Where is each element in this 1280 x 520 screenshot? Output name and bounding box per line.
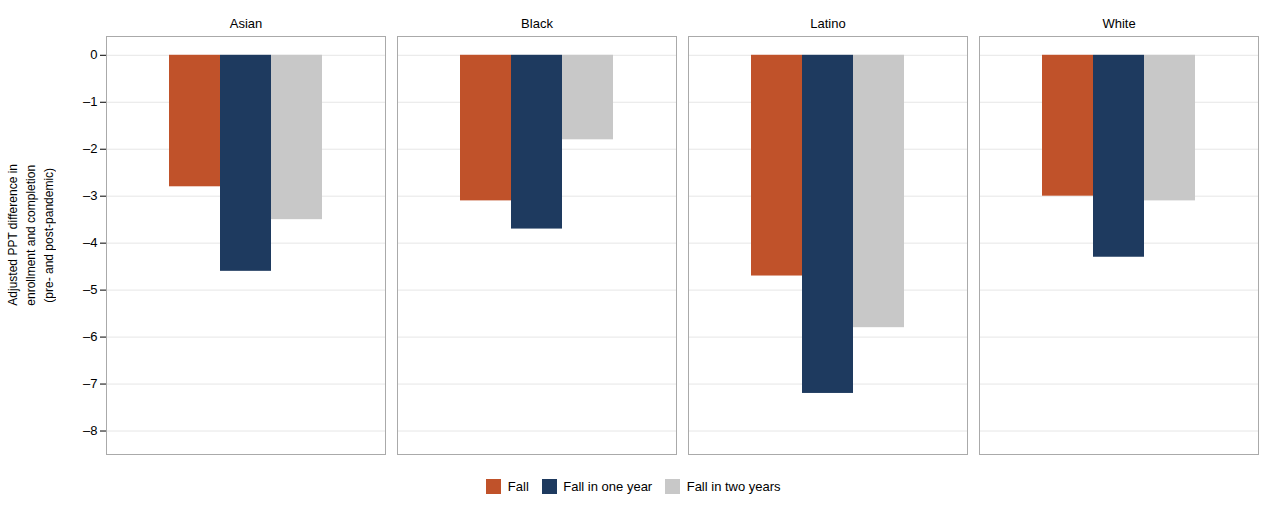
svg-text:White: White xyxy=(1102,16,1135,31)
svg-text:–2: –2 xyxy=(83,141,97,156)
svg-text:–6: –6 xyxy=(83,329,97,344)
svg-text:Latino: Latino xyxy=(810,16,845,31)
svg-text:–7: –7 xyxy=(83,376,97,391)
svg-text:–4: –4 xyxy=(83,235,97,250)
svg-text:Asian: Asian xyxy=(230,16,263,31)
html-text:Fall: Fall xyxy=(507,479,529,494)
svg-text:–5: –5 xyxy=(83,282,97,297)
html-text:Fall in one year: Fall in one year xyxy=(563,479,653,494)
svg-text:–8: –8 xyxy=(83,423,97,438)
svg-text:Black: Black xyxy=(521,16,553,31)
html-text:Adjusted PPT difference in enr: Adjusted PPT difference in enrollment an… xyxy=(6,164,56,306)
svg-text:–3: –3 xyxy=(83,188,97,203)
svg-text:0: 0 xyxy=(90,47,97,62)
html-text:Fall in two years: Fall in two years xyxy=(686,479,781,494)
svg-text:–1: –1 xyxy=(83,94,97,109)
